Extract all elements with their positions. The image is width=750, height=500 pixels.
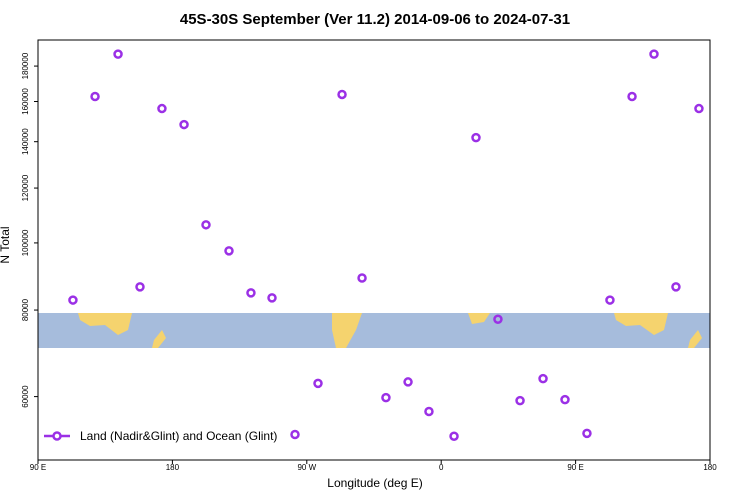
point <box>403 377 413 387</box>
x-tick-label: 0 <box>439 463 444 472</box>
point <box>538 373 548 384</box>
y-tick-label: 140000 <box>21 128 30 155</box>
y-tick-label: 60000 <box>21 385 30 408</box>
point <box>493 314 503 324</box>
point <box>267 293 277 303</box>
point <box>694 103 704 114</box>
point <box>337 89 347 100</box>
point <box>157 103 167 114</box>
y-tick-label: 160000 <box>21 88 30 115</box>
point <box>113 49 123 59</box>
point <box>179 119 189 130</box>
legend-label: Land (Nadir&Glint) and Ocean (Glint) <box>80 429 277 443</box>
point <box>627 91 637 102</box>
point <box>68 295 78 305</box>
x-axis-label: Longitude (deg E) <box>327 476 422 490</box>
x-tick-label: 90 E <box>30 463 46 472</box>
point <box>313 378 323 389</box>
y-tick-label: 120000 <box>21 174 30 201</box>
point <box>605 295 615 305</box>
point <box>671 282 681 292</box>
point <box>582 428 592 439</box>
point <box>424 406 434 417</box>
x-tick-label: 90 W <box>297 463 316 472</box>
point <box>224 246 234 256</box>
point <box>515 395 525 406</box>
y-tick-label: 80000 <box>21 298 30 321</box>
map-band <box>38 313 710 348</box>
y-axis-label: N Total <box>0 226 12 263</box>
x-tick-label: 180 <box>703 463 717 472</box>
point <box>449 431 459 441</box>
point <box>290 429 300 440</box>
point <box>90 91 100 102</box>
point <box>649 49 659 59</box>
y-tick-label: 100000 <box>21 229 30 256</box>
point <box>246 288 256 298</box>
x-tick-label: 180 <box>166 463 180 472</box>
point <box>135 282 145 292</box>
point <box>357 273 367 283</box>
x-tick-label: 90 E <box>567 463 583 472</box>
y-tick-label: 180000 <box>21 52 30 79</box>
plot-frame <box>37 39 711 461</box>
point <box>560 394 570 405</box>
point <box>201 220 211 230</box>
legend-marker <box>52 431 62 441</box>
point <box>471 132 481 143</box>
point <box>381 392 391 403</box>
chart-title: 45S-30S September (Ver 11.2) 2014-09-06 … <box>180 11 570 28</box>
